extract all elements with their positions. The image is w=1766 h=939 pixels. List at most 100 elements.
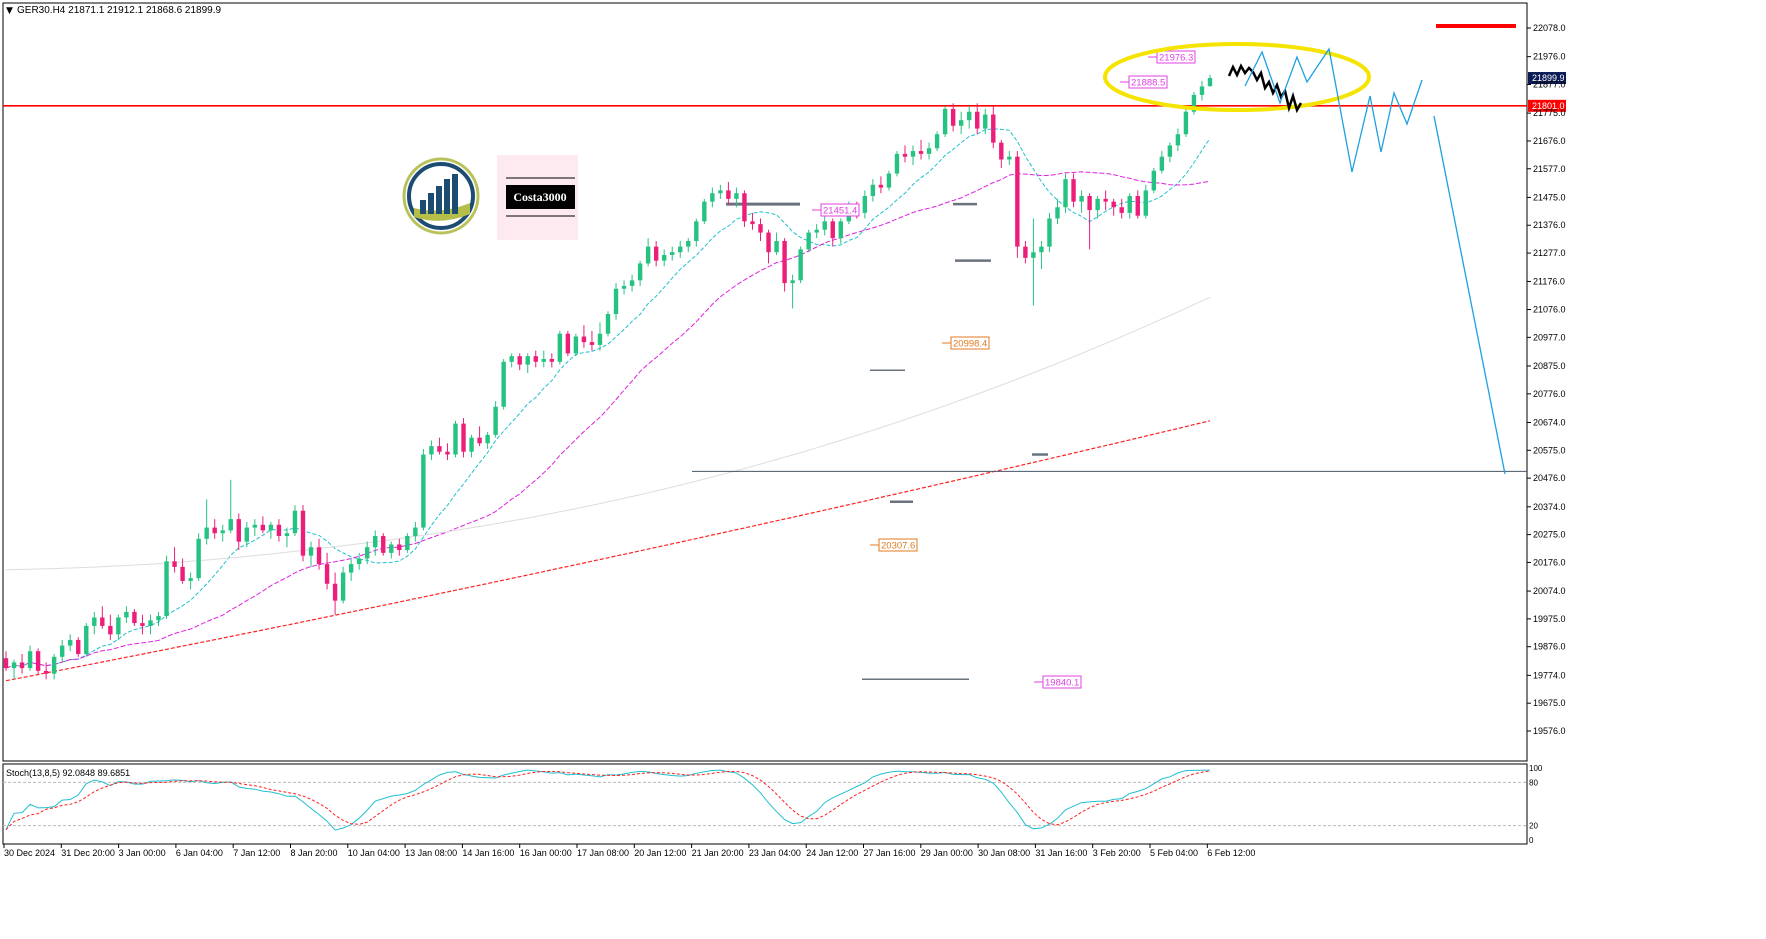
candle-body[interactable]: [541, 358, 546, 362]
candle-body[interactable]: [316, 547, 322, 565]
candle-body[interactable]: [1135, 196, 1140, 216]
candle-body[interactable]: [43, 670, 49, 674]
candle-body[interactable]: [999, 142, 1004, 160]
candle-body[interactable]: [493, 406, 498, 435]
candle-body[interactable]: [140, 623, 145, 626]
candle-body[interactable]: [958, 120, 964, 126]
candle-body[interactable]: [1023, 246, 1028, 258]
candle-body[interactable]: [758, 224, 763, 233]
candle-body[interactable]: [798, 249, 803, 281]
candle-body[interactable]: [862, 196, 868, 213]
highlight-ellipse[interactable]: [1103, 42, 1371, 112]
candle-body[interactable]: [637, 263, 643, 281]
candle-body[interactable]: [750, 221, 755, 225]
candle-body[interactable]: [1167, 145, 1173, 157]
candle-body[interactable]: [188, 578, 193, 581]
candle-body[interactable]: [870, 184, 876, 197]
candle-body[interactable]: [991, 114, 996, 143]
candle-body[interactable]: [1119, 207, 1124, 213]
candle-body[interactable]: [389, 544, 394, 553]
candle-body[interactable]: [589, 342, 595, 345]
candle-body[interactable]: [766, 232, 771, 253]
candle-body[interactable]: [332, 583, 338, 601]
candle-body[interactable]: [437, 446, 442, 452]
candle-body[interactable]: [485, 434, 490, 444]
candle-body[interactable]: [894, 153, 900, 174]
candle-body[interactable]: [774, 240, 779, 253]
candle-body[interactable]: [653, 246, 659, 261]
candle-body[interactable]: [613, 288, 619, 315]
candle-body[interactable]: [148, 620, 153, 626]
candle-body[interactable]: [236, 519, 241, 542]
candle-body[interactable]: [509, 356, 514, 362]
candle-body[interactable]: [1127, 196, 1132, 213]
candle-body[interactable]: [918, 151, 924, 154]
candle-body[interactable]: [702, 201, 707, 222]
candle-body[interactable]: [124, 611, 129, 618]
candle-body[interactable]: [710, 193, 715, 202]
candle-body[interactable]: [108, 625, 113, 635]
candle-body[interactable]: [51, 656, 57, 674]
candle-body[interactable]: [228, 519, 233, 531]
candle-body[interactable]: [35, 651, 41, 671]
candle-body[interactable]: [686, 240, 691, 247]
candle-body[interactable]: [365, 547, 370, 559]
candle-body[interactable]: [340, 572, 346, 601]
candle-body[interactable]: [1183, 111, 1189, 135]
candle-body[interactable]: [429, 446, 434, 455]
candle-body[interactable]: [284, 533, 290, 537]
candle-body[interactable]: [549, 358, 555, 362]
candle-body[interactable]: [718, 190, 723, 194]
candle-body[interactable]: [533, 356, 538, 362]
candle-body[interactable]: [132, 611, 137, 624]
candle-body[interactable]: [76, 639, 81, 655]
candle-body[interactable]: [1039, 246, 1044, 253]
candle-body[interactable]: [678, 246, 683, 253]
candle-body[interactable]: [212, 527, 217, 534]
candle-body[interactable]: [1063, 179, 1068, 208]
candle-body[interactable]: [1015, 156, 1020, 247]
candle-body[interactable]: [268, 524, 274, 531]
candle-body[interactable]: [975, 111, 980, 129]
candle-body[interactable]: [1111, 201, 1116, 208]
candle-body[interactable]: [734, 193, 739, 199]
candle-body[interactable]: [405, 536, 410, 551]
candle-body[interactable]: [1071, 179, 1076, 202]
candle-body[interactable]: [156, 616, 161, 621]
candle-body[interactable]: [670, 252, 675, 256]
candle-body[interactable]: [967, 111, 972, 121]
candle-body[interactable]: [726, 190, 731, 199]
candle-body[interactable]: [621, 285, 627, 289]
candle-body[interactable]: [381, 536, 386, 553]
candle-body[interactable]: [477, 437, 482, 444]
candle-body[interactable]: [806, 232, 811, 250]
candle-body[interactable]: [308, 547, 314, 556]
candle-body[interactable]: [629, 280, 635, 286]
candle-body[interactable]: [605, 314, 611, 334]
candle-body[interactable]: [373, 536, 378, 548]
candle-body[interactable]: [1207, 78, 1213, 87]
candle-body[interactable]: [324, 564, 330, 584]
candle-body[interactable]: [3, 658, 9, 669]
candle-body[interactable]: [983, 114, 988, 129]
candle-body[interactable]: [1079, 196, 1084, 202]
candle-body[interactable]: [822, 221, 827, 230]
candle-body[interactable]: [220, 530, 225, 534]
candle-body[interactable]: [934, 134, 940, 149]
candle-body[interactable]: [1055, 207, 1060, 219]
candle-body[interactable]: [1007, 156, 1012, 160]
candle-body[interactable]: [830, 221, 835, 239]
candle-body[interactable]: [565, 333, 571, 354]
candle-body[interactable]: [445, 451, 450, 455]
candle-body[interactable]: [300, 510, 306, 556]
candle-body[interactable]: [790, 280, 795, 284]
candle-body[interactable]: [204, 527, 209, 539]
candle-body[interactable]: [1087, 196, 1092, 211]
candle-body[interactable]: [782, 240, 787, 284]
candle-body[interactable]: [453, 423, 458, 455]
candle-body[interactable]: [244, 527, 249, 542]
candle-body[interactable]: [814, 229, 819, 233]
candle-body[interactable]: [397, 544, 402, 551]
candle-body[interactable]: [742, 193, 747, 222]
candle-body[interactable]: [100, 617, 105, 626]
